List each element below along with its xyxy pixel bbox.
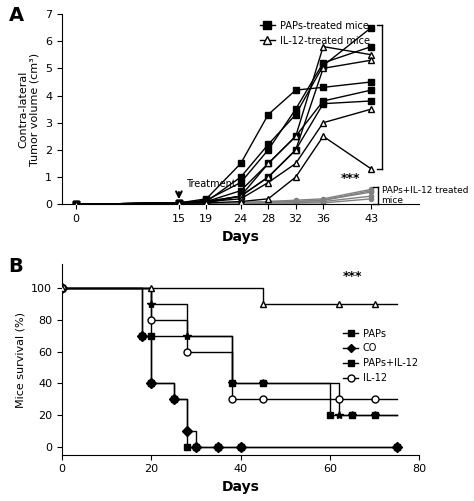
X-axis label: Days: Days	[222, 480, 260, 494]
Text: PAPs+IL-12 treated
mice: PAPs+IL-12 treated mice	[382, 186, 468, 205]
Legend: PAPs, CO, PAPs+IL-12, IL-12: PAPs, CO, PAPs+IL-12, IL-12	[339, 325, 422, 387]
Y-axis label: Contra-lateral
Tumor volume (cm³): Contra-lateral Tumor volume (cm³)	[18, 53, 40, 166]
Text: A: A	[9, 7, 24, 26]
Y-axis label: Mice survival (%): Mice survival (%)	[16, 312, 26, 408]
Text: B: B	[9, 257, 23, 276]
Text: ***: ***	[343, 271, 362, 284]
X-axis label: Days: Days	[222, 229, 260, 243]
Text: Treatment: Treatment	[186, 179, 236, 189]
Text: ***: ***	[341, 172, 360, 185]
Legend: PAPs-treated mice, IL-12-treated mice: PAPs-treated mice, IL-12-treated mice	[256, 17, 374, 50]
